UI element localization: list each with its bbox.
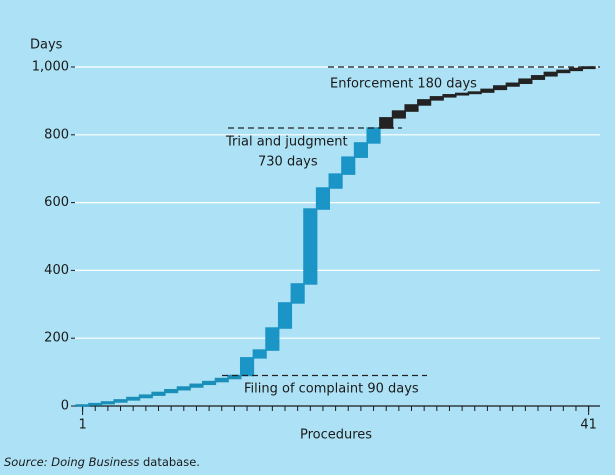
step-bar bbox=[164, 388, 179, 394]
step-bar bbox=[88, 402, 103, 406]
y-tick-label: 0 bbox=[61, 399, 69, 414]
step-bar bbox=[126, 396, 141, 401]
step-bar bbox=[202, 380, 217, 386]
step-bar bbox=[265, 327, 280, 351]
step-bar bbox=[467, 91, 482, 95]
step-bar bbox=[391, 110, 406, 119]
step-bar bbox=[429, 96, 444, 101]
y-tick-label: 400 bbox=[44, 263, 69, 278]
annotation: Enforcement 180 days bbox=[330, 77, 477, 92]
step-bar bbox=[492, 85, 508, 91]
y-tick-label: 800 bbox=[44, 127, 69, 142]
y-tick-label: 600 bbox=[44, 195, 69, 210]
step-bar bbox=[252, 349, 267, 359]
annotation: 730 days bbox=[258, 155, 318, 170]
step-bar bbox=[214, 377, 229, 383]
annotation: Trial and judgment bbox=[225, 135, 348, 150]
x-tick-label: 41 bbox=[580, 418, 597, 433]
source-suffix: database. bbox=[139, 455, 200, 469]
step-bar bbox=[379, 117, 394, 129]
step-bar bbox=[417, 99, 432, 106]
step-bar bbox=[328, 173, 343, 189]
step-bar bbox=[100, 401, 115, 405]
step-bar bbox=[315, 187, 331, 210]
step-bar bbox=[75, 404, 90, 407]
y-tick-label: 200 bbox=[44, 331, 69, 346]
step-bar bbox=[518, 78, 533, 85]
step-bar bbox=[455, 92, 470, 96]
y-axis-label: Days bbox=[30, 38, 63, 53]
step-bar bbox=[113, 399, 128, 403]
step-bar bbox=[568, 67, 584, 72]
x-axis-label: Procedures bbox=[300, 428, 372, 443]
source-prefix: Source: Doing Business bbox=[4, 455, 139, 469]
annotation: Filing of complaint 90 days bbox=[244, 382, 419, 397]
step-bar bbox=[341, 156, 356, 175]
step-bar bbox=[404, 104, 419, 112]
step-bar bbox=[366, 127, 381, 144]
step-bar bbox=[189, 383, 204, 388]
step-bar bbox=[353, 142, 368, 158]
step-bar bbox=[176, 386, 191, 391]
step-bar bbox=[303, 208, 318, 285]
step-bar bbox=[138, 394, 153, 399]
step-bar bbox=[530, 75, 546, 80]
step-bar bbox=[543, 71, 558, 77]
x-tick-label: 1 bbox=[78, 418, 86, 433]
step-bar bbox=[442, 94, 457, 98]
step-bar bbox=[239, 357, 255, 377]
step-bar bbox=[505, 82, 520, 87]
y-tick-label: 1,000 bbox=[32, 60, 69, 75]
step-bar bbox=[277, 302, 293, 329]
step-bar bbox=[290, 283, 305, 304]
step-bar bbox=[556, 69, 571, 74]
source: Source: Doing Business database. bbox=[4, 455, 200, 469]
step-bar bbox=[480, 88, 495, 93]
step-bar bbox=[151, 391, 166, 396]
